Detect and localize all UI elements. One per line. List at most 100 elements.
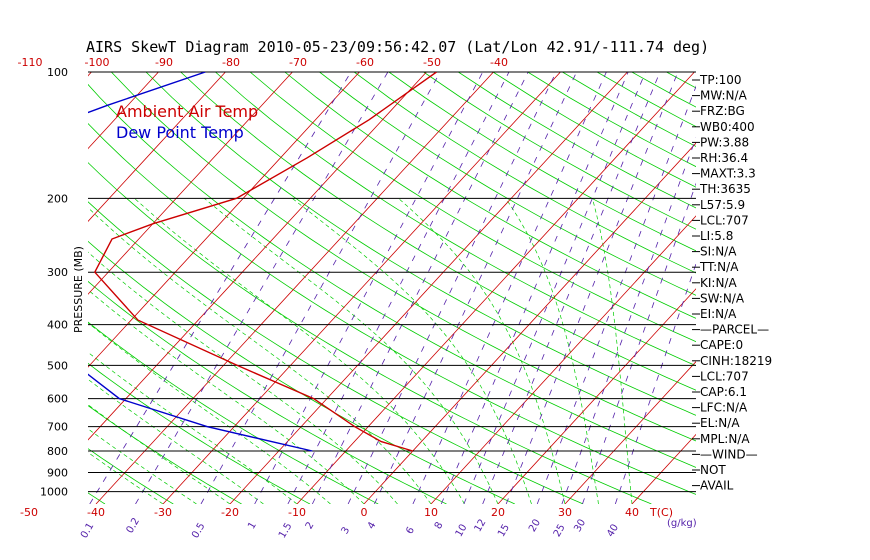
legend-dew-point-temp: Dew Point Temp	[116, 123, 244, 142]
dry-adiabat-line	[492, 72, 696, 188]
pressure-tick-label: 600	[47, 393, 68, 406]
bottom-temp-tick-label: 10	[424, 506, 438, 519]
y-axis-label: PRESSURE (MB)	[72, 246, 85, 333]
dry-adiabat-line	[458, 72, 696, 209]
mixing-ratio-line	[463, 72, 646, 504]
isotherm-line	[88, 72, 293, 295]
side-panel-item: LCL:707	[700, 213, 749, 227]
dry-adiabat-line	[88, 405, 242, 504]
dry-adiabat-line	[145, 72, 696, 416]
isotherm-line	[296, 72, 695, 504]
mixing-ratio-line	[347, 72, 557, 504]
mixing-ratio-tick-label: 1.5	[277, 521, 294, 540]
dry-adiabat-line	[88, 162, 652, 504]
bottom-temp-tick-label: 30	[558, 506, 572, 519]
moist-adiabat-line	[592, 198, 633, 504]
pressure-tick-label: 500	[47, 359, 68, 372]
pressure-tick-label: 300	[47, 266, 68, 279]
isotherm-line	[88, 72, 159, 150]
dry-adiabat-line	[88, 362, 311, 504]
bottom-temp-tick-label: -30	[154, 506, 172, 519]
mixing-ratio-tick-label: 0.2	[125, 516, 142, 535]
mixing-ratio-tick-label: 0.1	[79, 521, 96, 540]
mixing-ratio-tick-label: 15	[496, 522, 512, 539]
mixing-ratio-tick-label: 3	[340, 525, 353, 536]
side-panel-item: NOT	[700, 463, 726, 477]
bottom-temp-tick-label: -50	[20, 506, 38, 519]
moist-adiabat-line	[505, 198, 599, 504]
pressure-tick-label: 900	[47, 467, 68, 480]
isobars	[88, 71, 696, 493]
dry-adiabat-line	[111, 72, 696, 442]
side-panel-item: CAP:6.1	[700, 385, 747, 399]
bottom-temp-tick-label: -20	[221, 506, 239, 519]
dry-adiabat-line	[88, 492, 106, 504]
mixing-ratio-line	[135, 72, 389, 504]
top-temp-tick-label: -70	[289, 56, 307, 69]
mixing-ratio-line	[200, 72, 441, 504]
mixing-ratio-tick-labels: 0.1 0.2 0.5 1 1.5 2 3 4 6 8 10 12 15 20 25 30 40	[79, 516, 621, 540]
side-panel-item: —WIND—	[700, 447, 758, 461]
chart-title: AIRS SkewT Diagram 2010-05-23/09:56:42.0…	[86, 38, 709, 56]
isotherm-line	[88, 72, 226, 222]
isotherm-line	[766, 72, 870, 504]
mixing-ratio-tick-label: 20	[527, 517, 543, 534]
side-panel-item: MW:N/A	[700, 89, 748, 103]
moist-adiabats	[88, 198, 633, 504]
mixing-ratio-tick-label: 40	[605, 522, 621, 539]
bottom-temp-tick-label: 40	[625, 506, 639, 519]
side-panel-item: SI:N/A	[700, 245, 737, 259]
side-panel-item: LI:5.8	[700, 229, 733, 243]
isotherm-line	[95, 72, 494, 504]
dry-adiabat-line	[0, 72, 37, 504]
pressure-tick-label: 400	[47, 319, 68, 332]
mixing-ratio-line	[89, 72, 352, 504]
side-panel-item: WB0:400	[700, 120, 755, 134]
dry-adiabat-line	[88, 448, 174, 504]
side-panel-item: FRZ:BG	[700, 104, 745, 118]
side-panel-item: KI:N/A	[700, 276, 737, 290]
moist-adiabat-line	[88, 378, 264, 504]
top-temp-tick-label: -50	[423, 56, 441, 69]
side-panel-item: —PARCEL—	[700, 323, 769, 337]
side-panel-item: RH:36.4	[700, 151, 748, 165]
dry-adiabat-line	[88, 83, 696, 468]
dry-adiabat-line	[88, 280, 447, 504]
dry-adiabat-line	[180, 72, 696, 391]
side-panel-item: TP:100	[699, 73, 742, 87]
top-temp-tick-label: -40	[490, 56, 508, 69]
mixing-ratio-tick-label: 8	[433, 520, 446, 531]
side-panel-item: MAXT:3.3	[700, 167, 756, 181]
dry-adiabat-line	[249, 72, 696, 343]
side-panel-item: CINH:18219	[700, 354, 772, 368]
side-panel-item: AVAIL	[700, 479, 734, 493]
isotherm-line	[88, 72, 360, 368]
top-temp-tick-label: -60	[356, 56, 374, 69]
mixing-ratio-line	[287, 72, 510, 504]
side-panel-item: SW:N/A	[700, 291, 745, 305]
sounding-profiles	[88, 72, 437, 452]
bottom-temp-tick-label: 20	[491, 506, 505, 519]
side-panel-item: TH:3635	[699, 182, 751, 196]
dry-adiabats	[0, 72, 696, 504]
side-panel-item: PW:3.88	[700, 135, 749, 149]
dry-adiabat-line	[319, 72, 696, 296]
bottom-temp-tick-labels: -50 -40 -30 -20 -10 0 10 20 30 40	[20, 506, 639, 519]
mixing-ratio-tick-label: 0.5	[190, 521, 207, 540]
dry-adiabat-line	[88, 321, 379, 504]
isotherm-line	[564, 361, 696, 504]
bottom-temp-tick-label: -40	[87, 506, 105, 519]
side-panel-item: LCL:707	[700, 369, 749, 383]
dry-adiabat-line	[88, 201, 584, 504]
moist-adiabat-line	[134, 198, 465, 504]
mixing-ratio-line	[311, 72, 529, 504]
pressure-tick-label: 1000	[40, 486, 68, 499]
side-panel-item: LFC:N/A	[700, 401, 748, 415]
mixing-ratio-unit-label: (g/kg)	[667, 518, 697, 529]
moist-adiabat-line	[88, 351, 298, 504]
pressure-tick-label: 700	[47, 421, 68, 434]
mixing-ratio-tick-label: 25	[552, 522, 568, 539]
isotherm-line	[363, 142, 696, 504]
top-temp-tick-label: -110	[18, 56, 43, 69]
